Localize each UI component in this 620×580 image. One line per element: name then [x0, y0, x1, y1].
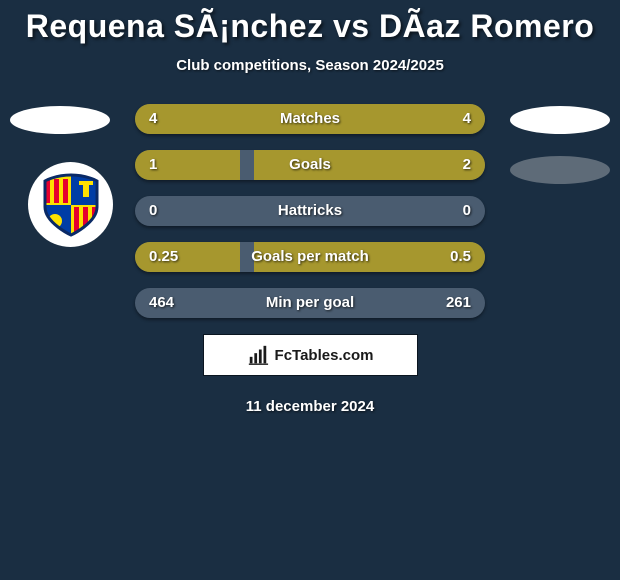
stat-bars: 4Matches4 1Goals2 0Hattricks0 0.25Goals per… [135, 104, 485, 318]
source-badge[interactable]: FcTables.com [203, 334, 418, 376]
page-title: Requena SÃ¡nchez vs DÃ­az Romero [0, 8, 620, 45]
stat-value-right: 4 [463, 104, 471, 134]
stat-label: Goals per match [135, 242, 485, 272]
source-label: FcTables.com [275, 347, 374, 364]
stat-label: Min per goal [135, 288, 485, 318]
bar-chart-icon [247, 344, 269, 366]
stat-value-right: 0.5 [450, 242, 471, 272]
player-left-badge [10, 106, 110, 134]
stat-row: 0Hattricks0 [135, 196, 485, 226]
stat-value-right: 0 [463, 196, 471, 226]
date-label: 11 december 2024 [0, 398, 620, 415]
stat-label: Hattricks [135, 196, 485, 226]
stat-row: 1Goals2 [135, 150, 485, 180]
stat-value-right: 2 [463, 150, 471, 180]
stat-row: 4Matches4 [135, 104, 485, 134]
team-logo [28, 162, 113, 247]
player-right-badge [510, 106, 610, 134]
stat-label: Matches [135, 104, 485, 134]
stat-row: 0.25Goals per match0.5 [135, 242, 485, 272]
stat-row: 464Min per goal261 [135, 288, 485, 318]
comparison-chart: 4Matches4 1Goals2 0Hattricks0 0.25Goals per… [0, 104, 620, 318]
stat-value-right: 261 [446, 288, 471, 318]
villarreal-crest-icon [39, 173, 103, 237]
player-right-badge-2 [510, 156, 610, 184]
stat-label: Goals [135, 150, 485, 180]
page-subtitle: Club competitions, Season 2024/2025 [0, 57, 620, 74]
